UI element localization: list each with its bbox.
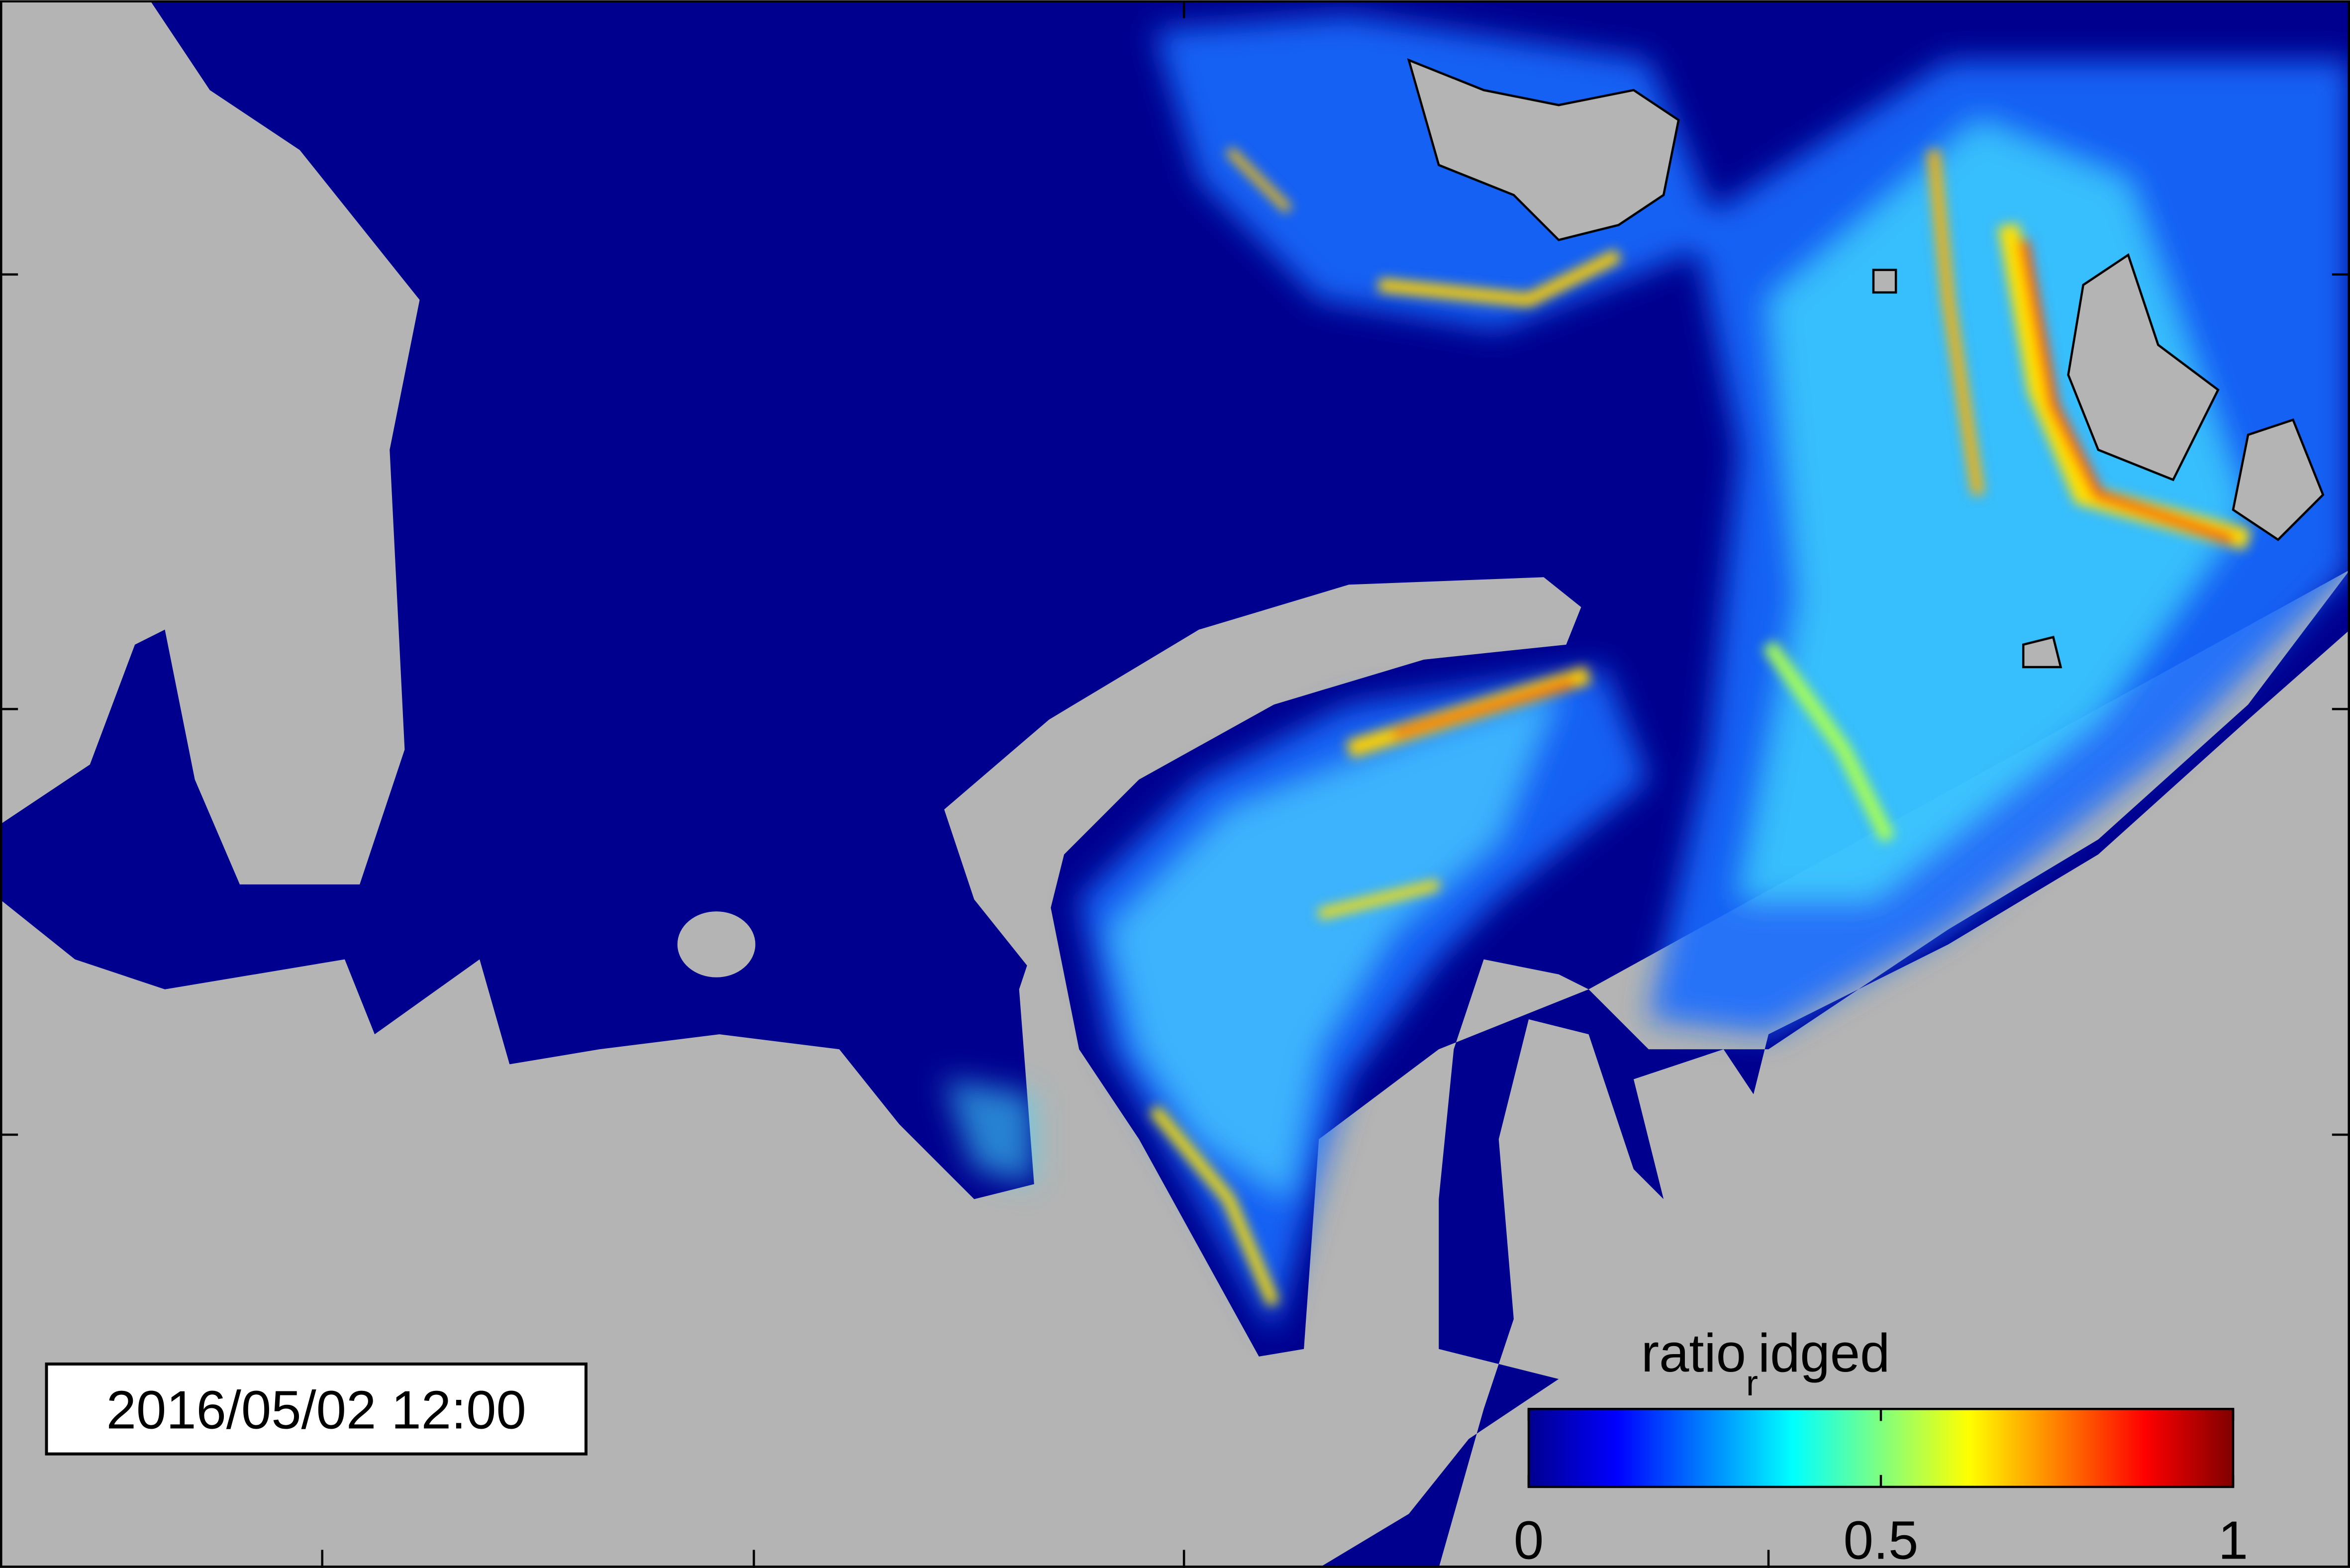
- colorbar-tick-label: 1: [2218, 1510, 2248, 1568]
- islands: [1407, 58, 2325, 669]
- colorbar-title-rest: idged: [1758, 1323, 1890, 1383]
- timestamp: 2016/05/02 12:00: [106, 1379, 526, 1440]
- ridged-highlights: [1149, 147, 2251, 1307]
- island: [677, 911, 756, 978]
- colorbar-title: ratioridged: [1641, 1323, 1890, 1403]
- kola-peninsula: [944, 577, 1581, 975]
- colorbar-tick-label: 0.5: [1844, 1510, 1919, 1568]
- colorbar-title-main: ratio: [1641, 1323, 1746, 1383]
- timestamp-box: [45, 1362, 588, 1456]
- colorbar-title-subscript: r: [1746, 1364, 1758, 1403]
- colorbar-tick-label: 0: [1514, 1510, 1544, 1568]
- colorbar: [1527, 1408, 2235, 1488]
